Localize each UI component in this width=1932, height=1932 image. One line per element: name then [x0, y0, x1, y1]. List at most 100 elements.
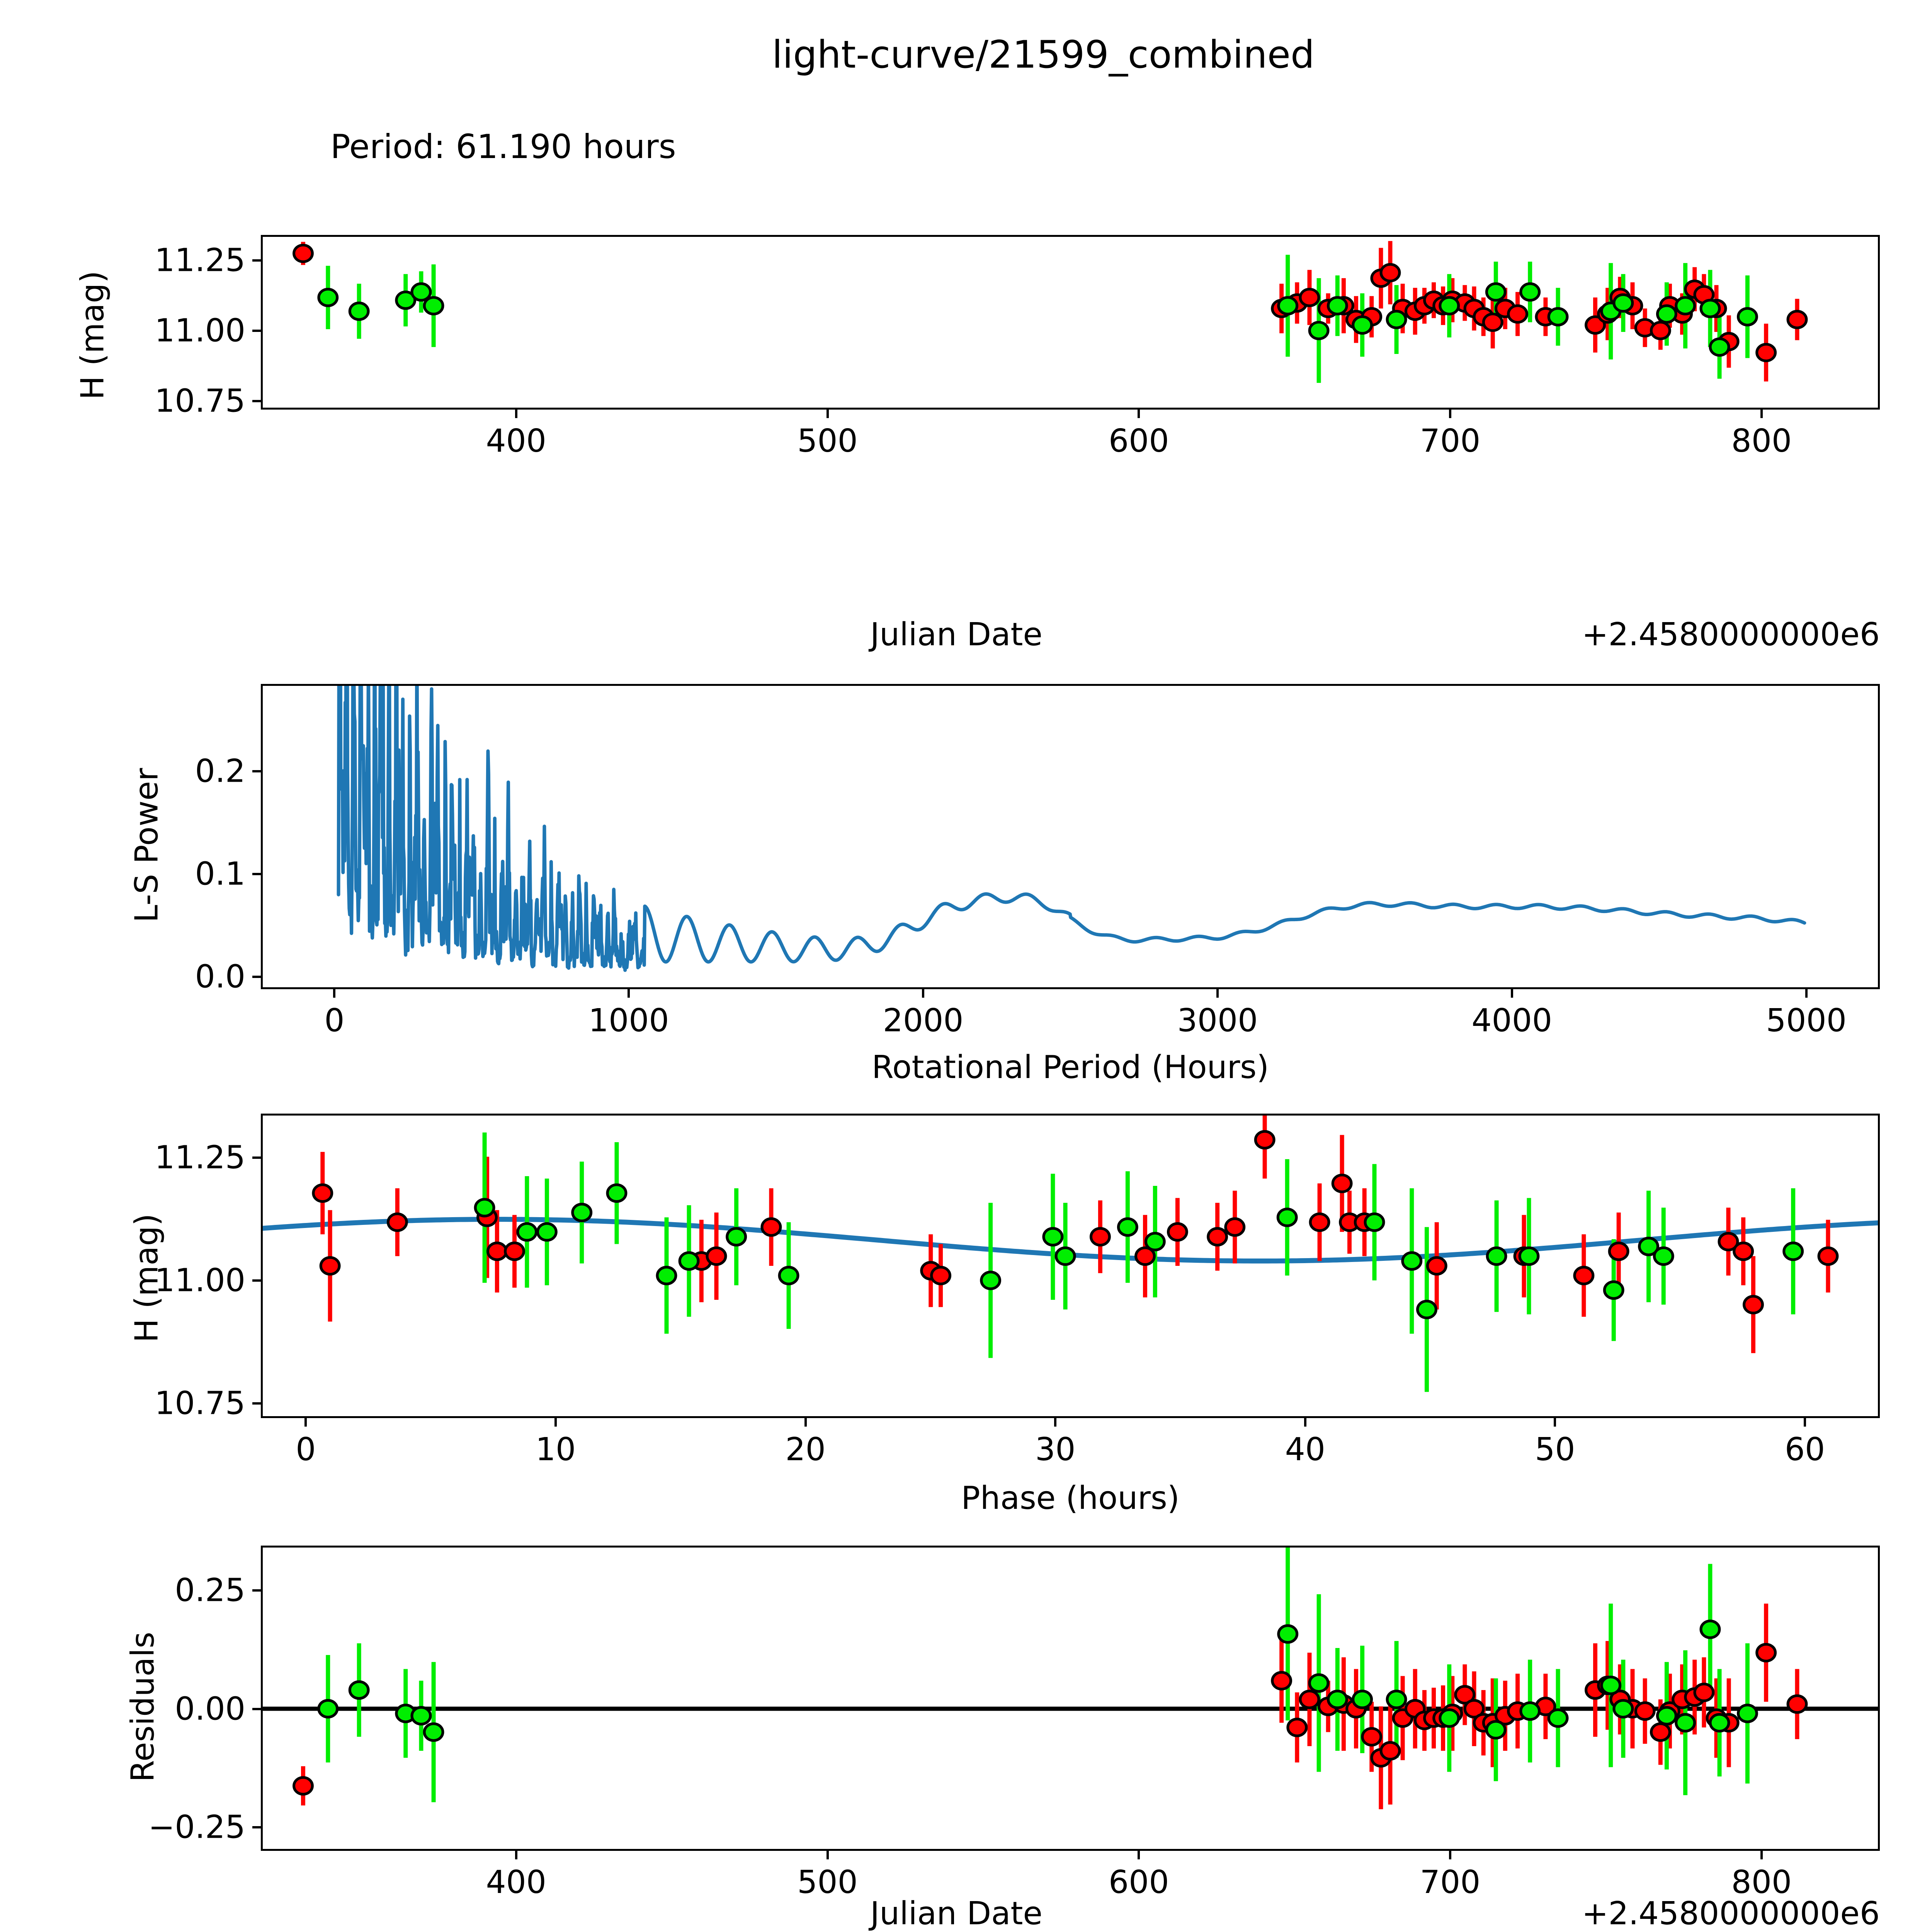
data-point[interactable]	[1603, 1280, 1624, 1300]
marker-group-red[interactable]	[293, 243, 1808, 362]
data-point[interactable]	[410, 1706, 432, 1726]
data-point[interactable]	[1547, 307, 1569, 327]
data-point[interactable]	[1817, 1246, 1839, 1266]
data-point[interactable]	[1650, 1722, 1671, 1742]
data-point[interactable]	[1693, 1682, 1715, 1702]
data-point[interactable]	[1361, 1727, 1383, 1747]
data-point[interactable]	[1286, 1718, 1308, 1737]
data-point[interactable]	[1439, 296, 1460, 316]
data-point[interactable]	[319, 1256, 341, 1276]
data-point[interactable]	[1518, 1246, 1540, 1266]
data-point[interactable]	[1786, 1694, 1808, 1714]
data-point[interactable]	[1608, 1242, 1629, 1261]
data-point[interactable]	[1254, 1130, 1276, 1150]
data-point[interactable]	[1117, 1217, 1138, 1237]
data-point[interactable]	[1144, 1232, 1166, 1252]
data-point[interactable]	[1042, 1227, 1064, 1247]
data-point[interactable]	[1207, 1227, 1228, 1247]
data-point[interactable]	[980, 1270, 1002, 1290]
data-point[interactable]	[1675, 1713, 1696, 1733]
data-point[interactable]	[1519, 282, 1541, 302]
data-point[interactable]	[1656, 1706, 1677, 1726]
data-point[interactable]	[1308, 321, 1330, 340]
data-point[interactable]	[1401, 1251, 1423, 1271]
data-point[interactable]	[1224, 1217, 1246, 1237]
data-point[interactable]	[1507, 304, 1528, 324]
data-point[interactable]	[1309, 1212, 1330, 1232]
data-point[interactable]	[1454, 1685, 1476, 1705]
data-point[interactable]	[1054, 1246, 1076, 1266]
data-point[interactable]	[1277, 296, 1299, 316]
data-point[interactable]	[1386, 1689, 1407, 1709]
data-point[interactable]	[656, 1265, 677, 1286]
data-point[interactable]	[1585, 315, 1606, 335]
data-point[interactable]	[1634, 1701, 1656, 1721]
data-point[interactable]	[1709, 1713, 1730, 1733]
data-point[interactable]	[1352, 315, 1373, 335]
marker-group-green[interactable]	[317, 1619, 1758, 1742]
data-point[interactable]	[1276, 1208, 1298, 1227]
data-point[interactable]	[1299, 287, 1320, 307]
data-point[interactable]	[1089, 1227, 1111, 1247]
data-point[interactable]	[1327, 1689, 1348, 1709]
data-point[interactable]	[1755, 343, 1777, 362]
data-point[interactable]	[1277, 1624, 1299, 1644]
data-point[interactable]	[1519, 1701, 1541, 1721]
marker-group-red[interactable]	[312, 1130, 1839, 1315]
data-point[interactable]	[1547, 1708, 1569, 1728]
data-point[interactable]	[317, 1699, 339, 1719]
data-point[interactable]	[1167, 1222, 1188, 1242]
data-point[interactable]	[1786, 310, 1808, 329]
data-point[interactable]	[1352, 1689, 1373, 1709]
marker-group-red[interactable]	[293, 1643, 1808, 1796]
data-point[interactable]	[1486, 1246, 1507, 1266]
data-point[interactable]	[1327, 296, 1348, 316]
data-point[interactable]	[726, 1227, 747, 1247]
data-point[interactable]	[1736, 1704, 1758, 1723]
data-point[interactable]	[423, 296, 444, 316]
data-point[interactable]	[1386, 310, 1407, 329]
data-point[interactable]	[1134, 1246, 1156, 1266]
data-point[interactable]	[395, 291, 417, 310]
data-point[interactable]	[1675, 296, 1696, 316]
data-point[interactable]	[348, 1680, 370, 1700]
data-point[interactable]	[930, 1265, 952, 1286]
marker-group-green[interactable]	[317, 282, 1758, 357]
data-point[interactable]	[474, 1198, 495, 1218]
data-point[interactable]	[1709, 337, 1730, 357]
data-point[interactable]	[1485, 1720, 1507, 1740]
data-point[interactable]	[1612, 293, 1634, 313]
data-point[interactable]	[1736, 307, 1758, 327]
data-point[interactable]	[410, 282, 432, 302]
data-point[interactable]	[1379, 263, 1401, 282]
data-point[interactable]	[1308, 1673, 1330, 1693]
data-point[interactable]	[1426, 1256, 1447, 1276]
data-point[interactable]	[1653, 1246, 1674, 1266]
data-point[interactable]	[293, 1776, 314, 1796]
data-point[interactable]	[1718, 1232, 1739, 1252]
data-point[interactable]	[1600, 1675, 1622, 1695]
data-point[interactable]	[1782, 1242, 1804, 1261]
data-point[interactable]	[1485, 282, 1507, 302]
data-point[interactable]	[1638, 1236, 1659, 1256]
data-point[interactable]	[1364, 1212, 1385, 1232]
data-point[interactable]	[760, 1217, 782, 1237]
data-point[interactable]	[1699, 1619, 1721, 1639]
marker-group-green[interactable]	[474, 1183, 1804, 1320]
data-point[interactable]	[317, 287, 339, 307]
data-point[interactable]	[778, 1265, 799, 1286]
data-point[interactable]	[1656, 304, 1677, 324]
data-point[interactable]	[1743, 1295, 1764, 1315]
data-point[interactable]	[1755, 1643, 1777, 1663]
data-point[interactable]	[348, 301, 370, 321]
data-point[interactable]	[486, 1242, 508, 1261]
data-point[interactable]	[1299, 1689, 1320, 1709]
data-point[interactable]	[1699, 299, 1721, 318]
data-point[interactable]	[571, 1202, 593, 1223]
data-point[interactable]	[706, 1246, 727, 1266]
data-point[interactable]	[678, 1251, 700, 1271]
data-point[interactable]	[1271, 1671, 1293, 1690]
data-point[interactable]	[1331, 1173, 1353, 1193]
data-point[interactable]	[536, 1222, 558, 1242]
data-point[interactable]	[1463, 1699, 1485, 1719]
